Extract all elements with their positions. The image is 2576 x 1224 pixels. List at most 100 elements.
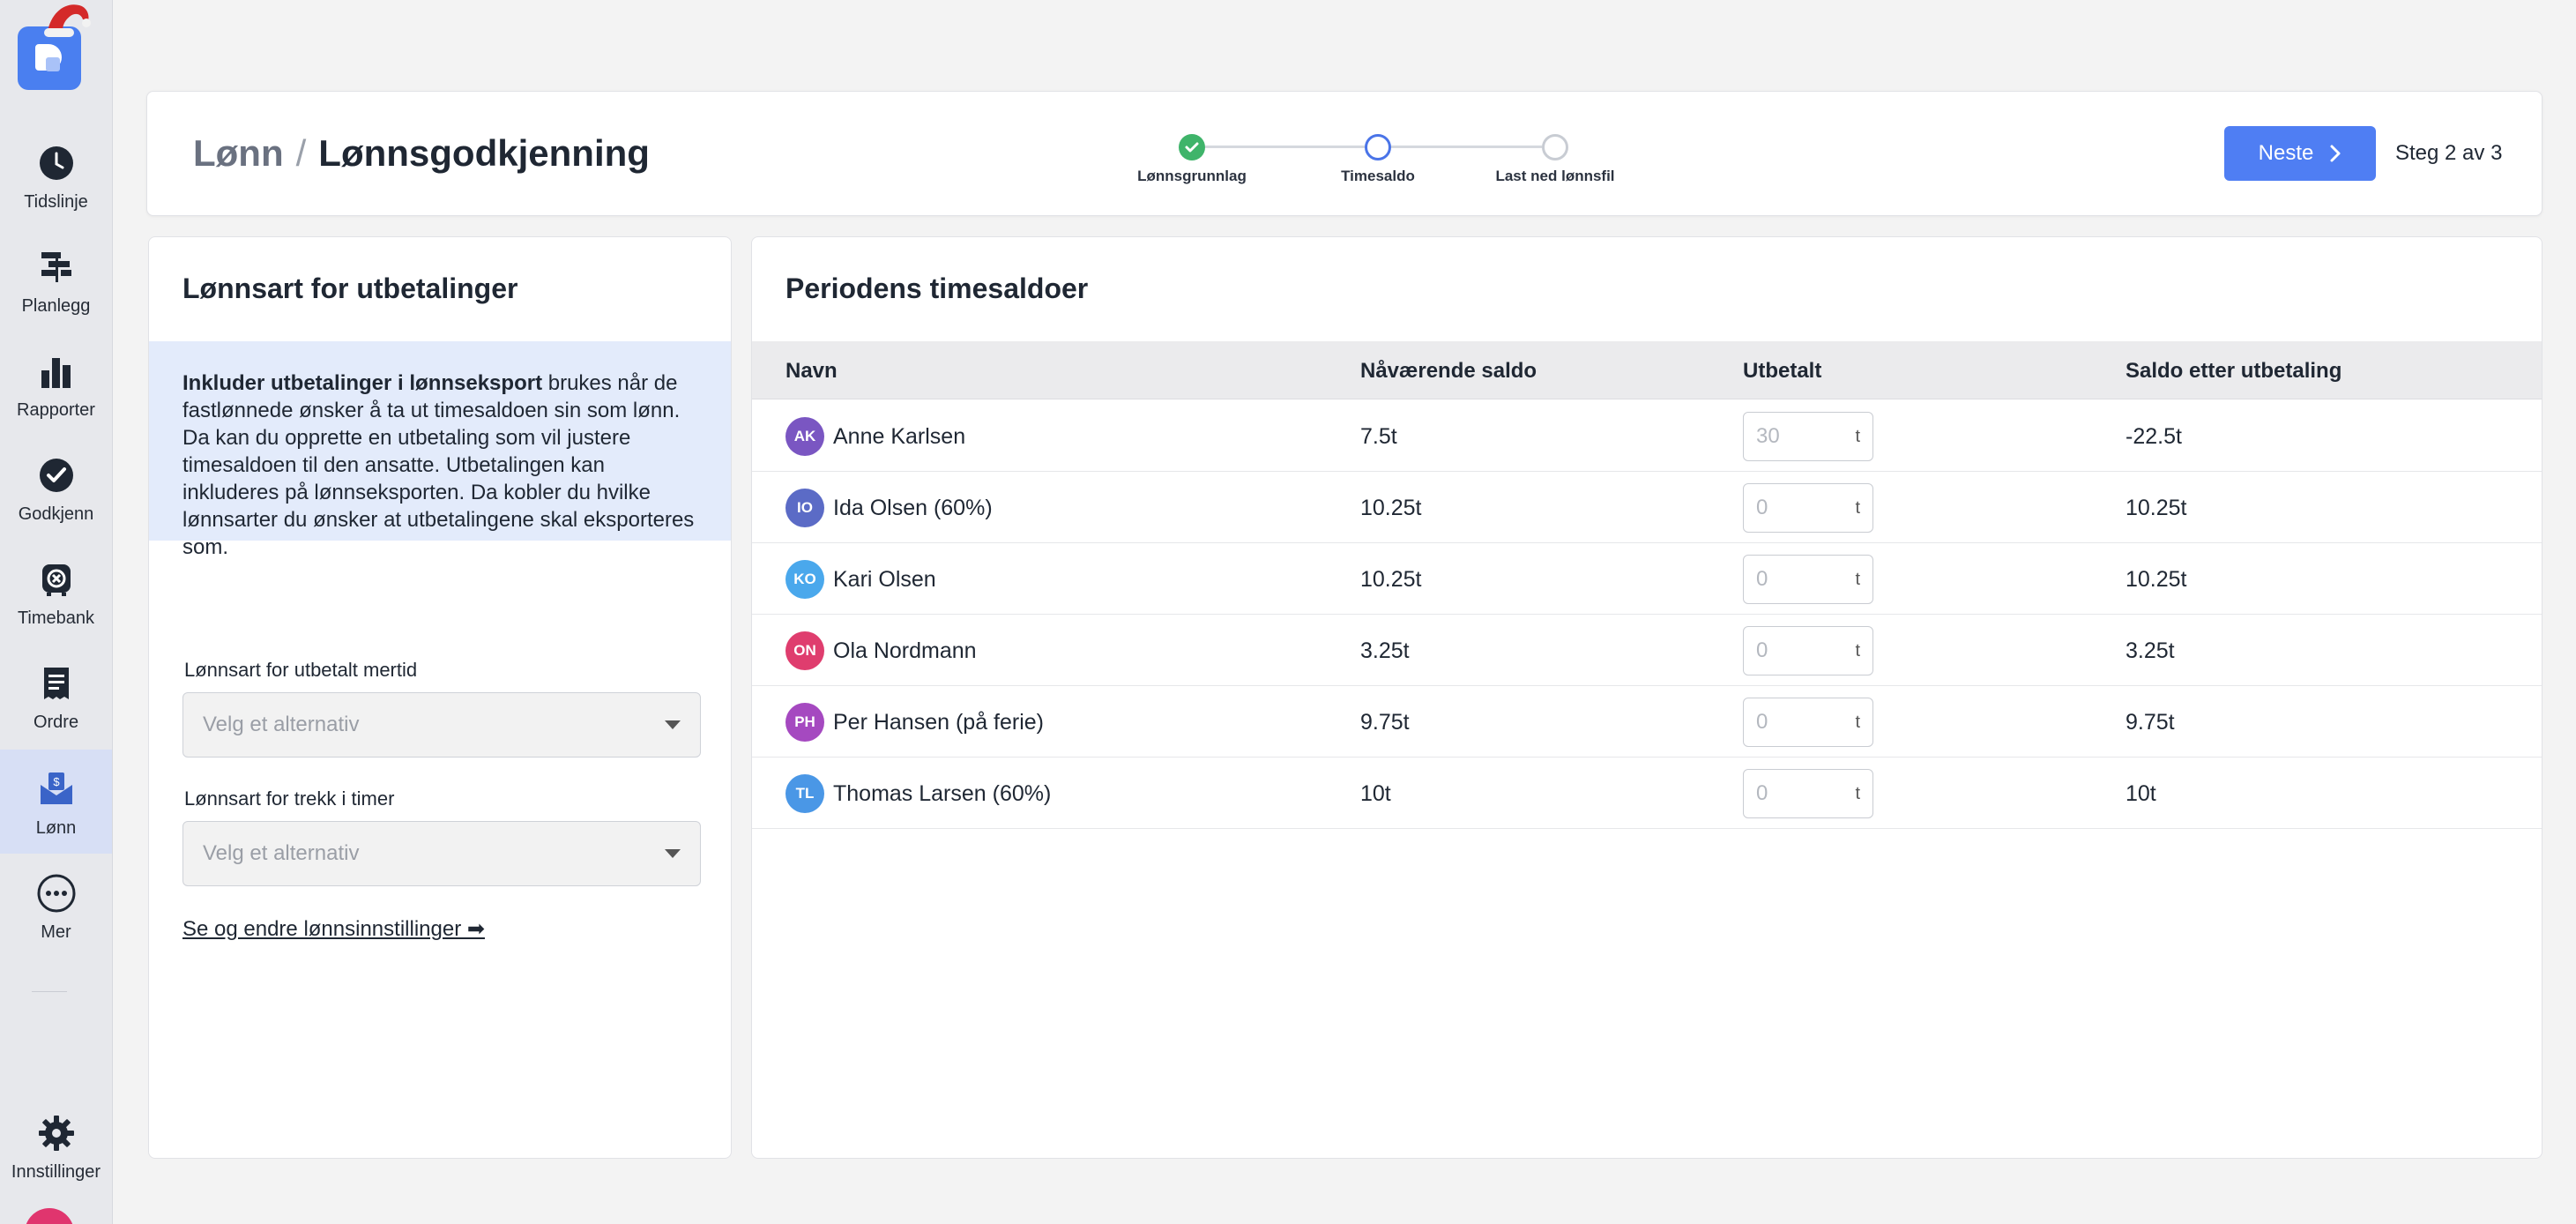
table-row: AK Anne Karlsen 7.5t t -22.5t xyxy=(752,400,2542,472)
sidebar-item-innstillinger[interactable]: Innstillinger xyxy=(0,1093,112,1198)
receipt-icon xyxy=(36,663,77,704)
balance-after: 3.25t xyxy=(2126,638,2175,663)
field-label-overtime: Lønnsart for utbetalt mertid xyxy=(184,659,418,681)
sidebar-item-godkjenn[interactable]: Godkjenn xyxy=(0,436,112,540)
paid-hours-field[interactable] xyxy=(1756,781,1835,806)
step-done-indicator xyxy=(1179,134,1205,160)
current-balance: 7.5t xyxy=(1360,424,1397,449)
sidebar-item-planlegg[interactable]: Planlegg xyxy=(0,228,112,332)
step-label: Last ned lønnsfil xyxy=(1495,168,1615,184)
paid-hours-field[interactable] xyxy=(1756,638,1835,663)
sidebar-item-mer[interactable]: Mer xyxy=(0,854,112,958)
next-button-label: Neste xyxy=(2258,141,2314,165)
sidebar-item-label: Innstillinger xyxy=(11,1162,101,1182)
check-circle-icon xyxy=(36,455,77,496)
info-text: brukes når de fastlønnede ønsker å ta ut… xyxy=(182,371,695,559)
employee-avatar: ON xyxy=(785,631,824,670)
gear-icon xyxy=(36,1113,77,1153)
current-balance: 10.25t xyxy=(1360,496,1422,520)
employee-avatar: KO xyxy=(785,560,824,599)
progress-stepper: Lønnsgrunnlag Timesaldo Last ned lønnsfi… xyxy=(1137,125,1796,187)
payslip-icon: $ xyxy=(36,769,77,810)
sidebar-item-label: Mer xyxy=(41,922,71,942)
column-header-name[interactable]: Navn xyxy=(785,359,838,383)
logo-mark xyxy=(35,44,62,71)
paid-hours-field[interactable] xyxy=(1756,496,1835,520)
sidebar: Tidslinje Planlegg Rapporter Godkjenn Ti… xyxy=(0,0,113,1224)
table-row: ON Ola Nordmann 3.25t t 3.25t xyxy=(752,615,2542,686)
current-balance: 10t xyxy=(1360,781,1391,806)
sidebar-item-label: Tidslinje xyxy=(24,192,88,212)
stepper-line xyxy=(1205,146,1365,148)
gantt-icon xyxy=(36,247,77,287)
sidebar-item-lonn[interactable]: $ Lønn xyxy=(0,750,112,854)
paid-hours-field[interactable] xyxy=(1756,710,1835,735)
paid-hours-input[interactable]: t xyxy=(1743,555,1873,604)
paid-hours-input[interactable]: t xyxy=(1743,412,1873,461)
balances-panel: Periodens timesaldoer Navn Nåværende sal… xyxy=(751,236,2542,1159)
employee-name: Kari Olsen xyxy=(833,567,936,592)
unit-label: t xyxy=(1855,569,1860,589)
employee-avatar: AK xyxy=(785,417,824,456)
sidebar-item-tidslinje[interactable]: Tidslinje xyxy=(0,123,112,228)
check-icon xyxy=(1185,142,1199,153)
breadcrumb: Lønn / Lønnsgodkjenning xyxy=(193,132,650,175)
current-balance: 3.25t xyxy=(1360,638,1410,663)
paid-hours-input[interactable]: t xyxy=(1743,769,1873,818)
employee-avatar: TL xyxy=(785,774,824,813)
info-box: Inkluder utbetalinger i lønnseksport bru… xyxy=(149,341,731,559)
balance-after: 9.75t xyxy=(2126,710,2175,735)
paid-hours-input[interactable]: t xyxy=(1743,698,1873,747)
paid-hours-input[interactable]: t xyxy=(1743,626,1873,675)
column-header-paid[interactable]: Utbetalt xyxy=(1743,359,1822,383)
employee-name: Anne Karlsen xyxy=(833,424,966,449)
employee-name: Ida Olsen (60%) xyxy=(833,496,993,520)
step-label: Timesaldo xyxy=(1341,168,1415,184)
svg-text:$: $ xyxy=(53,775,60,788)
sidebar-item-rapporter[interactable]: Rapporter xyxy=(0,332,112,436)
column-header-current-balance[interactable]: Nåværende saldo xyxy=(1360,359,1537,383)
balance-after: 10.25t xyxy=(2126,496,2187,520)
table-row: IO Ida Olsen (60%) 10.25t t 10.25t xyxy=(752,472,2542,543)
unit-label: t xyxy=(1855,712,1860,732)
panel-title: Periodens timesaldoer xyxy=(785,272,1089,304)
payroll-settings-link[interactable]: Se og endre lønnsinnstillinger ➡ xyxy=(182,917,485,941)
step-todo-indicator xyxy=(1542,134,1568,160)
paid-hours-input[interactable]: t xyxy=(1743,483,1873,533)
panel-title: Lønnsart for utbetalinger xyxy=(182,272,518,304)
sidebar-divider xyxy=(32,991,67,992)
user-avatar[interactable] xyxy=(25,1208,74,1224)
balance-after: 10.25t xyxy=(2126,567,2187,592)
chevron-right-icon xyxy=(2330,145,2341,162)
sidebar-item-label: Rapporter xyxy=(17,400,95,420)
stepper-line xyxy=(1390,146,1542,148)
employee-avatar: IO xyxy=(785,489,824,527)
sidebar-item-timebank[interactable]: Timebank xyxy=(0,540,112,644)
payment-type-panel: Lønnsart for utbetalinger Inkluder utbet… xyxy=(148,236,732,1159)
sidebar-item-ordre[interactable]: Ordre xyxy=(0,644,112,748)
sidebar-item-label: Timebank xyxy=(17,608,95,628)
hours-deduction-select[interactable]: Velg et alternativ xyxy=(182,821,701,886)
table-row: TL Thomas Larsen (60%) 10t t 10t xyxy=(752,758,2542,829)
step-label: Lønnsgrunnlag xyxy=(1137,168,1247,184)
info-bold-text: Inkluder utbetalinger i lønnseksport xyxy=(182,371,543,395)
sidebar-item-label: Godkjenn xyxy=(18,504,94,524)
paid-hours-field[interactable] xyxy=(1756,567,1835,592)
next-button[interactable]: Neste xyxy=(2224,126,2376,181)
clock-icon xyxy=(36,143,77,183)
employee-name: Thomas Larsen (60%) xyxy=(833,781,1052,806)
overtime-payment-select[interactable]: Velg et alternativ xyxy=(182,692,701,758)
employee-name: Per Hansen (på ferie) xyxy=(833,710,1045,735)
unit-label: t xyxy=(1855,497,1860,518)
paid-hours-field[interactable] xyxy=(1756,424,1835,449)
caret-down-icon xyxy=(665,720,681,729)
page-title: Lønnsgodkjenning xyxy=(318,132,650,174)
sidebar-item-label: Ordre xyxy=(33,713,79,732)
current-balance: 10.25t xyxy=(1360,567,1422,592)
balance-after: 10t xyxy=(2126,781,2156,806)
unit-label: t xyxy=(1855,426,1860,446)
column-header-balance-after[interactable]: Saldo etter utbetaling xyxy=(2126,359,2342,383)
table-row: PH Per Hansen (på ferie) 9.75t t 9.75t xyxy=(752,686,2542,758)
breadcrumb-root[interactable]: Lønn xyxy=(193,132,284,174)
breadcrumb-separator: / xyxy=(295,132,307,174)
